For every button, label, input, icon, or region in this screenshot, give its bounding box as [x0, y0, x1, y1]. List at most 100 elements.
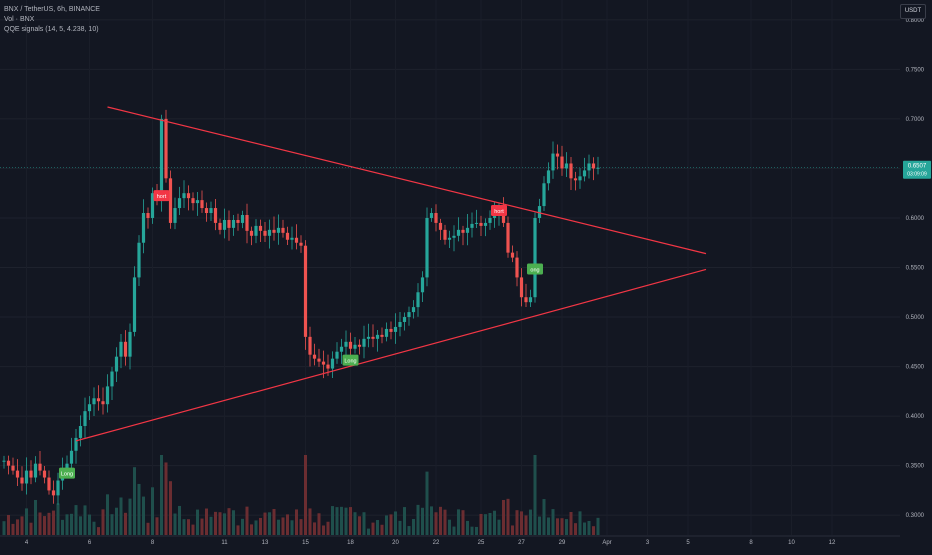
volume-bar	[56, 503, 60, 535]
candle-body	[173, 208, 177, 223]
volume-bar	[110, 514, 114, 535]
candle-body	[402, 317, 407, 322]
x-tick-label: 8	[749, 540, 753, 546]
candle-body	[596, 167, 600, 169]
volume-bar	[218, 512, 222, 535]
candle-body	[101, 401, 105, 405]
volume-bar	[52, 510, 55, 535]
candle-body	[533, 217, 537, 298]
volume-bar	[214, 511, 217, 535]
indicator-legend[interactable]: QQE signals (14, 5, 4.238, 10)	[4, 26, 99, 33]
volume-bar	[160, 455, 163, 535]
candle-body	[96, 398, 101, 402]
candle-body	[411, 307, 416, 313]
volume-bar	[506, 498, 510, 535]
volume-bar	[484, 514, 487, 535]
signal-label-box	[342, 354, 359, 366]
volume-bar	[277, 519, 280, 535]
candle-body	[524, 297, 528, 303]
volume-bar	[137, 483, 141, 535]
y-tick-label: 0.7500	[906, 67, 925, 73]
x-tick-label: 10	[788, 540, 795, 546]
candle-body	[456, 229, 461, 236]
volume-bar	[196, 509, 199, 535]
volume-bar	[592, 526, 595, 535]
y-tick-label: 0.5500	[906, 266, 925, 272]
candle-body	[312, 354, 317, 359]
candle-body	[240, 214, 245, 223]
candle-body	[42, 470, 47, 478]
volume-bar	[443, 509, 447, 535]
candle-body	[227, 219, 231, 228]
volume-bar	[385, 515, 388, 535]
candle-body	[420, 277, 425, 293]
candle-body	[128, 331, 132, 357]
volume-bar	[493, 510, 496, 535]
volume-bar	[340, 506, 343, 535]
volume-bar	[511, 525, 514, 535]
candle-body	[582, 170, 587, 177]
volume-bar	[16, 519, 19, 535]
y-tick-label: 0.3000	[906, 513, 925, 519]
candle-body	[87, 404, 92, 412]
currency-button[interactable]: USDT	[900, 4, 926, 19]
candle-body	[542, 183, 546, 207]
candle-body	[510, 252, 515, 258]
volume-bar	[182, 519, 186, 535]
volume-bar	[61, 519, 64, 535]
volume-bar	[407, 526, 411, 535]
candle-body	[110, 371, 114, 387]
volume-bar	[529, 509, 532, 535]
volume-bar	[434, 512, 438, 535]
candle-body	[537, 206, 542, 218]
y-tick-label: 0.6000	[906, 216, 925, 222]
bar-countdown: 03:09:09	[907, 172, 927, 178]
candle-body	[591, 163, 596, 169]
candle-body	[83, 411, 87, 427]
candle-body	[434, 213, 438, 223]
x-tick-label: 25	[478, 540, 485, 546]
candle-body	[443, 229, 447, 240]
candle-body	[555, 153, 560, 157]
volume-bar	[290, 520, 294, 535]
candle-body	[69, 450, 74, 464]
volume-bar	[326, 521, 330, 535]
signal-label: Long	[342, 354, 359, 366]
candle-body	[519, 277, 524, 298]
candle-body	[375, 334, 380, 339]
volume-bar	[268, 512, 271, 535]
volume-bar	[97, 527, 100, 535]
volume-bar	[533, 455, 537, 535]
candle-body	[33, 463, 38, 478]
candle-body	[285, 232, 290, 240]
candle-body	[164, 118, 168, 179]
volume-bar	[430, 506, 433, 535]
candle-body	[551, 153, 555, 171]
candle-body	[56, 480, 60, 496]
y-tick-label: 0.8000	[906, 18, 925, 24]
volume-bar	[295, 509, 298, 535]
candle-body	[492, 214, 497, 218]
candle-body	[461, 229, 465, 233]
volume-bar	[128, 498, 132, 535]
candle-body	[528, 297, 533, 303]
candle-body	[294, 237, 299, 243]
candle-body	[384, 328, 389, 337]
candle-body	[564, 163, 569, 169]
candle-body	[177, 198, 182, 209]
volume-bar	[461, 510, 465, 535]
volume-legend[interactable]: Vol · BNX	[4, 16, 35, 23]
x-tick-label: 13	[262, 540, 269, 546]
x-tick-label: 11	[221, 540, 228, 546]
candle-body	[344, 341, 348, 347]
volume-bar	[574, 523, 577, 535]
volume-bar	[70, 513, 73, 535]
volume-bar	[538, 516, 541, 535]
volume-bar	[187, 519, 190, 535]
candle-body	[15, 470, 20, 478]
candle-body	[119, 341, 123, 357]
volume-bar	[272, 509, 276, 535]
volume-bar	[20, 516, 24, 535]
